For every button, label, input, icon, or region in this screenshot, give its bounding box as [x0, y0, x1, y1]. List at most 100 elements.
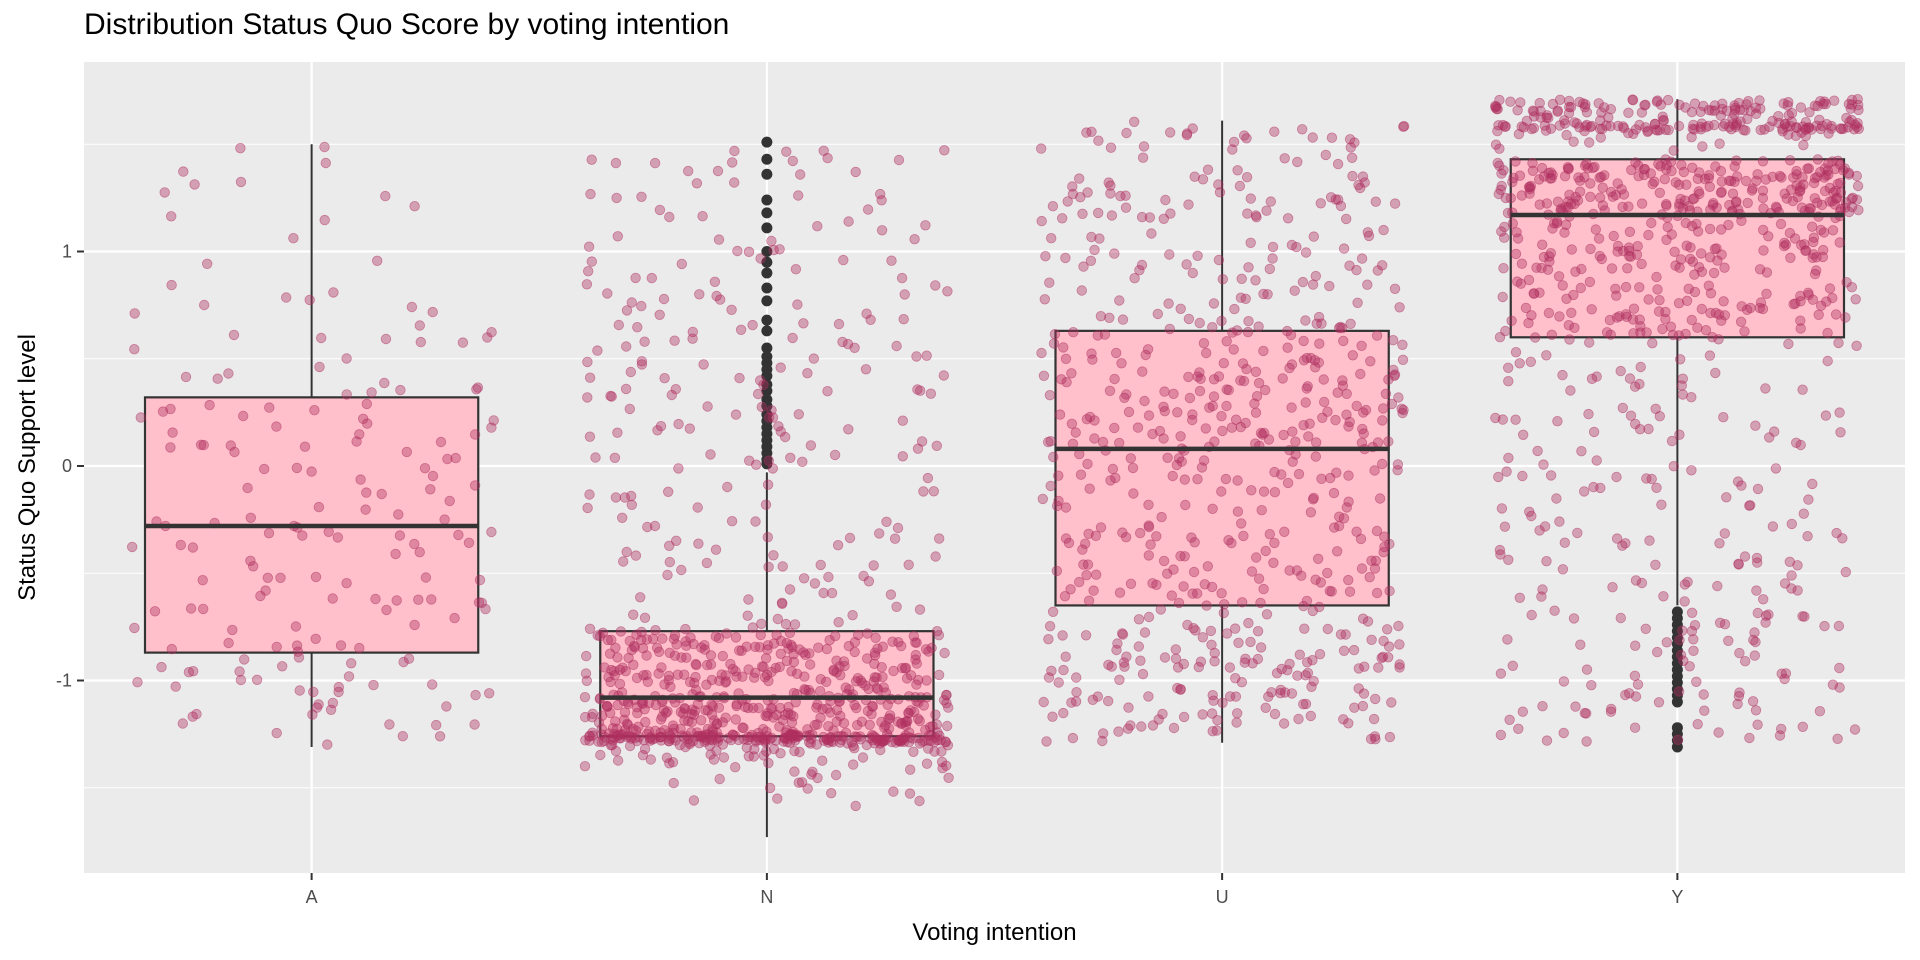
jitter-point [930, 709, 941, 720]
jitter-point [789, 619, 801, 630]
jitter-point [1542, 264, 1554, 275]
jitter-point [710, 544, 722, 555]
jitter-point [1541, 198, 1553, 209]
jitter-point [722, 481, 733, 493]
jitter-point [1246, 566, 1258, 577]
jitter-point [1528, 122, 1540, 134]
jitter-point [638, 670, 649, 681]
jitter-point [702, 401, 713, 412]
jitter-point [1615, 612, 1627, 624]
jitter-point [1599, 170, 1610, 181]
jitter-point [582, 392, 593, 403]
jitter-point [681, 652, 692, 663]
jitter-point [1791, 180, 1802, 191]
jitter-point [829, 449, 841, 461]
jitter-point [1330, 194, 1341, 205]
jitter-point [1088, 585, 1099, 596]
jitter-point [673, 463, 684, 474]
jitter-point [1250, 210, 1262, 221]
jitter-point [861, 308, 872, 319]
jitter-point [1570, 701, 1581, 712]
jitter-point [1668, 461, 1680, 472]
jitter-point [815, 559, 826, 571]
jitter-point [1398, 404, 1409, 416]
jitter-point [262, 572, 274, 584]
jitter-point [1546, 173, 1557, 184]
jitter-point [1538, 459, 1549, 470]
jitter-point [1588, 426, 1600, 438]
jitter-point [1820, 410, 1832, 421]
jitter-point [427, 306, 438, 318]
jitter-point [1537, 584, 1548, 595]
jitter-point [1791, 165, 1802, 177]
jitter-point [766, 235, 777, 247]
jitter-point [1110, 472, 1121, 484]
jitter-point [943, 772, 954, 784]
jitter-point [636, 300, 647, 312]
jitter-point [1202, 164, 1214, 175]
jitter-point [730, 409, 742, 420]
jitter-point [821, 643, 833, 655]
jitter-point [1534, 525, 1545, 536]
jitter-point [1853, 104, 1864, 116]
jitter-point [361, 398, 373, 410]
jitter-point [900, 662, 912, 674]
jitter-point [800, 685, 811, 696]
jitter-point [1721, 492, 1732, 503]
jitter-point [1561, 129, 1572, 141]
jitter-point [1540, 125, 1552, 136]
jitter-point [823, 571, 834, 583]
jitter-point [1264, 529, 1276, 540]
jitter-point [1822, 355, 1833, 367]
jitter-point [1175, 684, 1186, 695]
jitter-point [762, 708, 773, 719]
jitter-point [1804, 107, 1815, 118]
jitter-point [635, 592, 646, 603]
jitter-point [1076, 285, 1088, 296]
jitter-point [1707, 199, 1719, 211]
jitter-point [1058, 707, 1069, 719]
jitter-point [1841, 112, 1852, 124]
y-tick-label: 1 [62, 242, 72, 262]
jitter-point [1687, 256, 1699, 267]
outlier-point [761, 267, 773, 279]
jitter-point [664, 758, 675, 769]
jitter-point [1755, 297, 1767, 308]
jitter-point [780, 618, 792, 630]
jitter-point [1297, 276, 1309, 288]
jitter-point [1646, 473, 1657, 485]
jitter-point [263, 528, 275, 539]
jitter-point [354, 642, 365, 654]
jitter-point [1120, 190, 1131, 201]
jitter-point [431, 719, 442, 731]
jitter-point [1749, 650, 1761, 661]
jitter-point [664, 211, 675, 223]
jitter-point [1356, 563, 1368, 574]
jitter-point [1779, 118, 1791, 130]
jitter-point [791, 668, 803, 680]
jitter-point [911, 637, 922, 648]
jitter-point [1773, 117, 1785, 129]
jitter-point [1378, 224, 1389, 236]
jitter-point [940, 736, 951, 747]
jitter-point [1716, 315, 1727, 326]
jitter-point [1220, 473, 1232, 485]
jitter-point [1260, 545, 1271, 557]
jitter-point [1077, 208, 1088, 220]
jitter-point [1078, 559, 1089, 570]
jitter-point [361, 487, 372, 498]
jitter-point [1565, 198, 1577, 210]
jitter-point [740, 701, 751, 713]
jitter-point [1122, 723, 1134, 734]
jitter-point [1092, 691, 1104, 702]
jitter-point [1660, 306, 1671, 318]
jitter-point [1677, 625, 1688, 636]
jitter-point [1109, 248, 1120, 259]
jitter-point [1216, 411, 1227, 422]
jitter-point [626, 644, 638, 656]
jitter-point [773, 421, 784, 432]
jitter-point [1354, 182, 1366, 194]
jitter-point [686, 716, 698, 728]
jitter-point [1170, 644, 1182, 655]
jitter-point [683, 733, 694, 745]
